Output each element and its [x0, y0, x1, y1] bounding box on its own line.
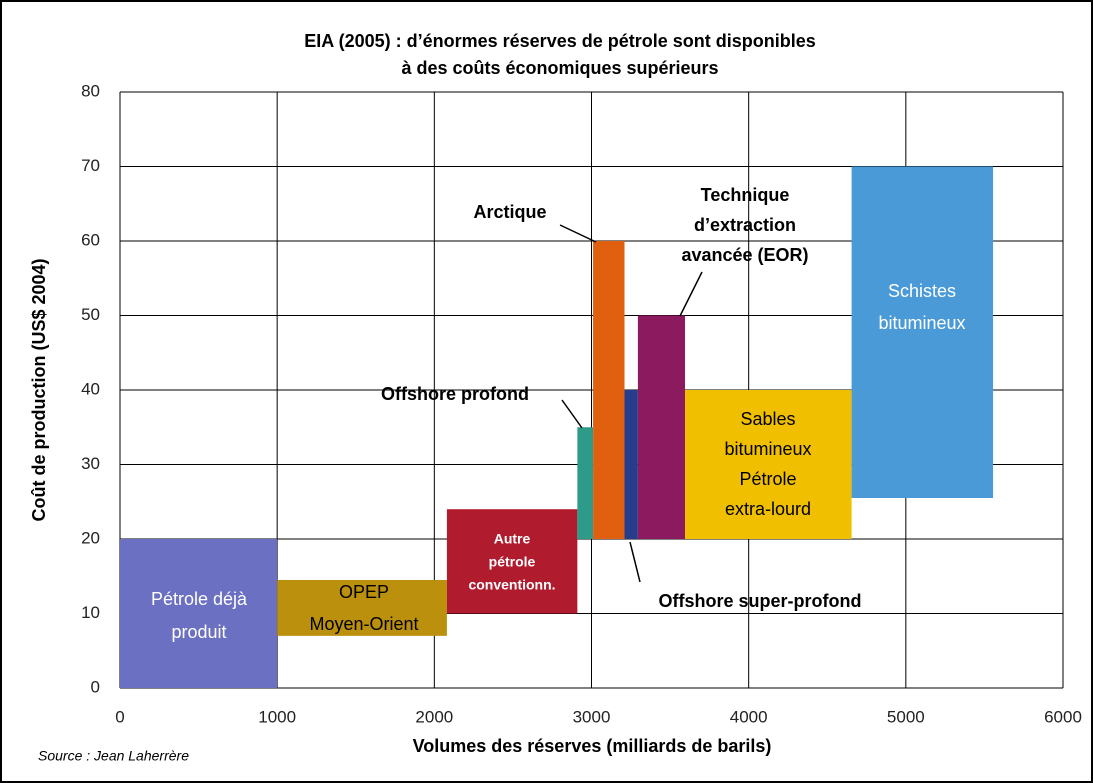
- x-tick-label: 0: [115, 707, 124, 726]
- range-bar: [577, 427, 594, 539]
- x-tick-label: 3000: [573, 707, 611, 726]
- series-label: produit: [171, 622, 226, 642]
- series-label: conventionn.: [468, 577, 555, 593]
- series-label: Pétrole déjà: [151, 589, 248, 609]
- y-tick-label: 50: [81, 305, 100, 324]
- y-tick-label: 60: [81, 230, 100, 249]
- range-bar: [624, 390, 638, 539]
- x-tick-label: 6000: [1044, 707, 1082, 726]
- source: Source : Jean Laherrère: [38, 748, 189, 764]
- series-label: Arctique: [473, 202, 546, 222]
- x-tick-label: 4000: [730, 707, 768, 726]
- y-tick-label: 20: [81, 528, 100, 547]
- range-bar: [851, 166, 994, 499]
- series-label: Autre: [494, 531, 531, 547]
- leader-line: [559, 224, 597, 243]
- leader-line: [561, 399, 583, 429]
- series-label: avancée (EOR): [681, 245, 808, 265]
- series-label: extra-lourd: [725, 499, 811, 519]
- series-label: Offshore profond: [381, 384, 529, 404]
- y-tick-label: 0: [91, 677, 100, 696]
- x-tick-label: 1000: [258, 707, 296, 726]
- x-axis-label: Volumes des réserves (milliards de baril…: [413, 736, 772, 756]
- range-bar: [277, 579, 447, 636]
- y-tick-label: 80: [81, 81, 100, 100]
- range-bar: [593, 241, 625, 539]
- range-bar: [120, 539, 278, 688]
- series-label: Moyen-Orient: [309, 614, 418, 634]
- y-axis-label: Coût de production (US$ 2004): [29, 258, 49, 521]
- x-tick-label: 2000: [415, 707, 453, 726]
- series-label: bitumineux: [724, 439, 811, 459]
- y-tick-label: 10: [81, 603, 100, 622]
- y-tick-label: 40: [81, 379, 100, 398]
- chart-title: EIA (2005) : d’énormes réserves de pétro…: [304, 31, 816, 51]
- x-tick-label: 5000: [887, 707, 925, 726]
- y-tick-label: 70: [81, 156, 100, 175]
- series-label: Schistes: [888, 281, 956, 301]
- series-label: Technique: [701, 185, 790, 205]
- series-label: d’extraction: [694, 215, 796, 235]
- series-label: Pétrole: [739, 469, 796, 489]
- leader-line: [679, 271, 703, 317]
- range-bar: [685, 390, 852, 539]
- y-tick-label: 30: [81, 454, 100, 473]
- series-label: Offshore super-profond: [659, 591, 862, 611]
- chart-title: à des coûts économiques supérieurs: [401, 58, 718, 78]
- series-label: pétrole: [489, 554, 536, 570]
- range-bar: [637, 315, 686, 539]
- series-label: Sables: [740, 409, 795, 429]
- range-bar: [446, 509, 578, 614]
- series-label: bitumineux: [878, 313, 965, 333]
- leader-line: [629, 541, 641, 583]
- series-label: OPEP: [339, 582, 389, 602]
